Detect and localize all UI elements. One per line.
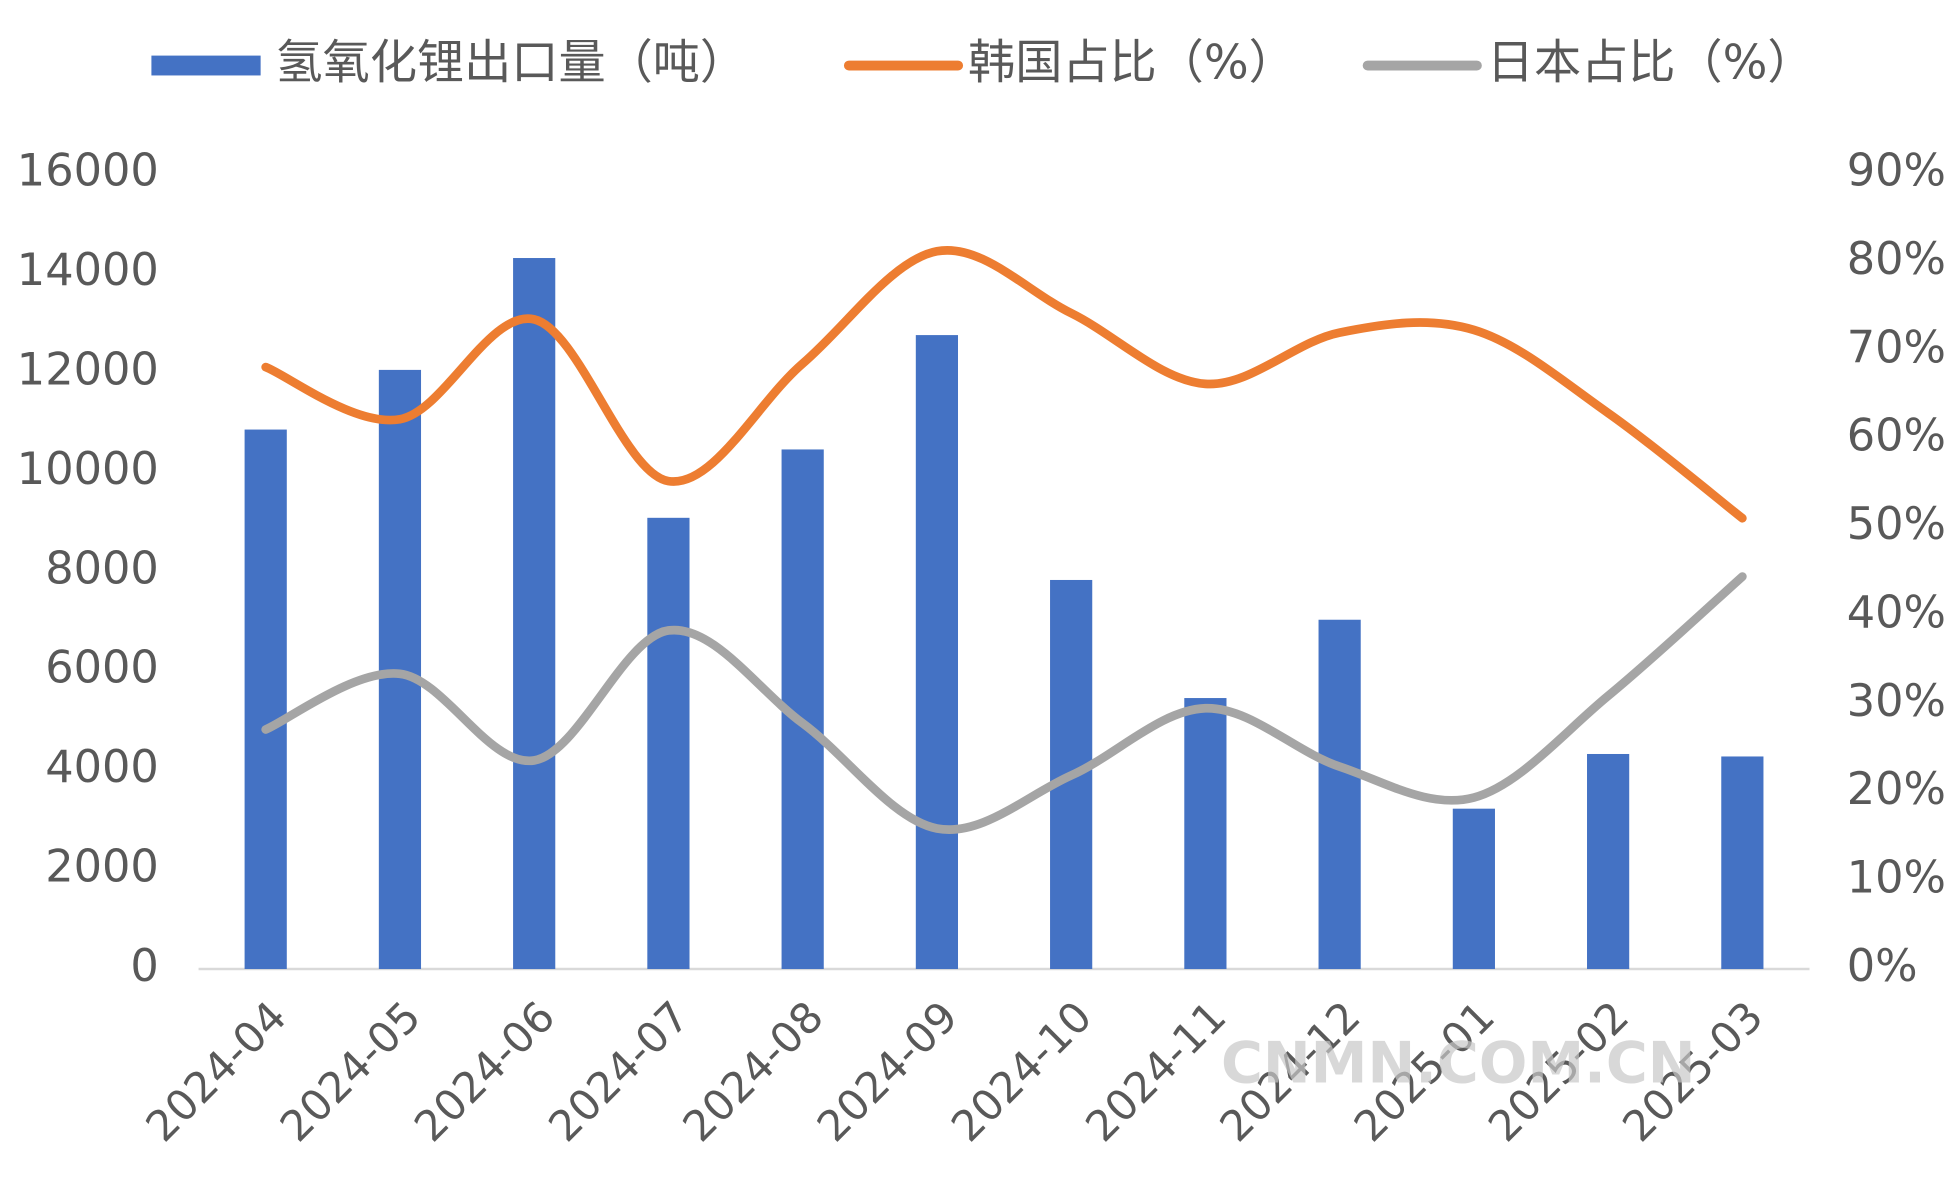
y2-tick-label: 70% xyxy=(1847,321,1946,373)
y2-tick-label: 40% xyxy=(1847,586,1946,638)
y-tick-label: 6000 xyxy=(45,642,159,694)
y2-tick-label: 20% xyxy=(1847,763,1946,815)
y2-tick-label: 50% xyxy=(1847,498,1946,550)
legend-swatch xyxy=(151,55,261,76)
y-tick-label: 14000 xyxy=(17,244,159,296)
x-tick-label: 2024-11 xyxy=(1076,992,1235,1151)
y-tick-label: 4000 xyxy=(45,741,159,793)
bar xyxy=(915,335,959,970)
y-tick-label: 0 xyxy=(130,940,158,992)
x-tick-label: 2024-10 xyxy=(942,992,1101,1151)
line xyxy=(261,245,1747,523)
bar xyxy=(244,429,287,970)
y-tick-label: 16000 xyxy=(17,145,159,197)
y2-tick-label: 90% xyxy=(1847,145,1946,197)
x-tick-label: 2024-04 xyxy=(136,992,295,1151)
x-tick-label: 2024-05 xyxy=(271,992,430,1151)
bar xyxy=(1184,698,1227,970)
legend-label: 韩国占比（%） xyxy=(968,36,1296,91)
y2-tick-label: 30% xyxy=(1847,675,1946,727)
bar xyxy=(647,517,690,970)
x-tick-label: 2024-09 xyxy=(808,992,967,1151)
bar xyxy=(1587,753,1630,970)
legend-label: 氢氧化锂出口量（吨） xyxy=(276,36,748,91)
y-tick-label: 2000 xyxy=(45,841,159,893)
y2-tick-label: 0% xyxy=(1847,940,1918,992)
bar xyxy=(513,258,556,970)
watermark: CNMN.COM.CN xyxy=(1221,1031,1695,1097)
y-tick-label: 12000 xyxy=(17,343,159,395)
y-tick-label: 8000 xyxy=(45,542,159,594)
y2-tick-label: 60% xyxy=(1847,410,1946,462)
y2-tick-label: 80% xyxy=(1847,233,1946,285)
bar xyxy=(1318,619,1361,970)
legend-label: 日本占比（%） xyxy=(1487,36,1815,91)
bar xyxy=(1452,808,1495,970)
x-tick-label: 2024-08 xyxy=(673,992,832,1151)
y2-tick-label: 10% xyxy=(1847,852,1946,904)
bar xyxy=(1721,756,1764,970)
x-tick-label: 2024-06 xyxy=(405,992,564,1151)
x-tick-label: 2024-07 xyxy=(539,992,698,1151)
y-tick-label: 10000 xyxy=(17,443,159,495)
line xyxy=(261,572,1747,834)
